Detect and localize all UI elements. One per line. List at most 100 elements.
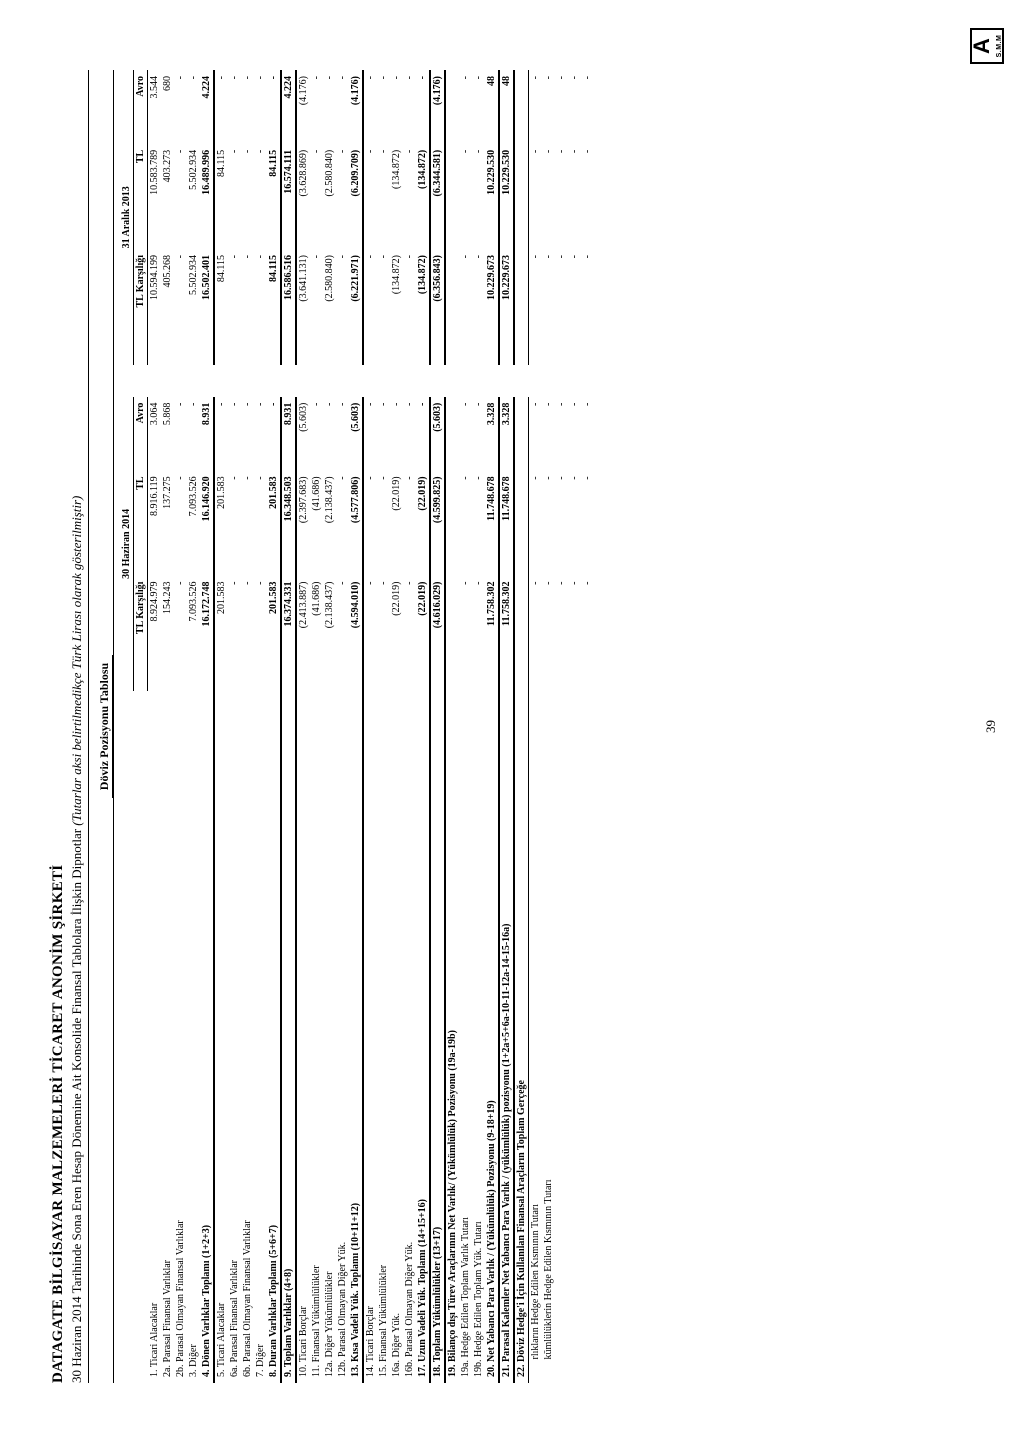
cell: (3.641.131) — [296, 249, 310, 365]
logo-small: S.M.M — [996, 30, 1003, 62]
cell: - — [390, 397, 403, 471]
cell: - — [542, 144, 555, 249]
subtitle-italic: (Tutarlar aksi belirtilmedikçe Türk Lira… — [69, 496, 84, 826]
cell: (2.397.683) — [296, 470, 310, 575]
table-title: Döviz Pozisyonu Tablosu — [97, 70, 114, 1383]
cell: - — [241, 144, 254, 249]
cell: - — [228, 397, 241, 471]
cell: - — [241, 470, 254, 575]
col-4: TL Karşılığı — [134, 249, 148, 365]
cell: - — [555, 70, 568, 144]
table-row: kümlülüklerin Hedge Edilen Kısmının Tuta… — [542, 70, 555, 1383]
table-row: 6a. Parasal Finansal Varlıklar------ — [228, 70, 241, 1383]
cell: (134.872) — [390, 249, 403, 365]
cell: - — [568, 470, 581, 575]
cell: (6.344.581) — [430, 144, 445, 249]
cell: - — [568, 70, 581, 144]
cell: - — [377, 397, 390, 471]
cell: - — [174, 144, 187, 249]
cell: - — [555, 470, 568, 575]
row-description: 21. Parasal Kalemler Net Yabancı Para Va… — [499, 691, 514, 1383]
cell: - — [228, 470, 241, 575]
cell: - — [310, 70, 323, 144]
row-description: 17. Uzun Vadeli Yük. Toplamı (14+15+16) — [416, 691, 430, 1383]
cell: - — [472, 576, 485, 692]
cell: 84.115 — [267, 249, 281, 365]
cell: - — [241, 576, 254, 692]
cell: - — [581, 249, 594, 365]
table-row: 16b. Parasal Olmayan Diğer Yük.------ — [403, 70, 416, 1383]
row-description: 19a. Hedge Edilen Toplam Varlık Tutarı — [459, 691, 472, 1383]
table-row: 22. Döviz Hedge'i İçin Kullanılan Finans… — [514, 70, 529, 1383]
cell: - — [174, 249, 187, 365]
cell — [445, 249, 459, 365]
cell: 16.586.516 — [281, 249, 296, 365]
table-row: 7. Diğer------ — [254, 70, 267, 1383]
table-row: 19b. Hedge Edilen Toplam Yük. Tutarı----… — [472, 70, 485, 1383]
cell: - — [363, 70, 377, 144]
cell: - — [187, 70, 200, 144]
cell: - — [377, 249, 390, 365]
cell: - — [416, 397, 430, 471]
cell: - — [187, 397, 200, 471]
cell: - — [390, 70, 403, 144]
cell: - — [363, 576, 377, 692]
row-description: 16a. Diğer Yük. — [390, 691, 403, 1383]
table-row: 10. Ticari Borçlar(2.413.887)(2.397.683)… — [296, 70, 310, 1383]
cell: 84.115 — [214, 144, 228, 249]
cell: - — [363, 144, 377, 249]
cell: (5.603) — [296, 397, 310, 471]
cell: 8.916.119 — [148, 470, 162, 575]
cell: - — [581, 470, 594, 575]
row-description: 14. Ticari Borçlar — [363, 691, 377, 1383]
cell: - — [228, 70, 241, 144]
cell: (4.176) — [296, 70, 310, 144]
cell: - — [568, 397, 581, 471]
header-rule — [88, 70, 89, 1383]
cell: 5.502.934 — [187, 144, 200, 249]
table-row: 20. Net Yabancı Para Varlık / (Yükümlülü… — [485, 70, 499, 1383]
cell: - — [377, 144, 390, 249]
cell: 10.583.789 — [148, 144, 162, 249]
cell: - — [542, 397, 555, 471]
cell: 4.224 — [281, 70, 296, 144]
cell — [514, 249, 529, 365]
col-2: TL — [134, 470, 148, 575]
cell: 11.758.302 — [485, 576, 499, 692]
cell: - — [581, 576, 594, 692]
cell: - — [254, 249, 267, 365]
cell: (4.577.806) — [349, 470, 363, 575]
row-description: kümlülüklerin Hedge Edilen Kısmının Tuta… — [542, 691, 555, 1383]
cell: - — [403, 70, 416, 144]
row-description: rlıkların Hedge Edilen Kısmının Tutarı — [529, 691, 543, 1383]
table-row: 2b. Parasal Olmayan Finansal Varlıklar--… — [174, 70, 187, 1383]
row-description: 9. Toplam Varlıklar (4+8) — [281, 691, 296, 1383]
table-row: ------ — [568, 70, 581, 1383]
cell: (22.019) — [416, 470, 430, 575]
cell: 84.115 — [214, 249, 228, 365]
cell: 5.502.934 — [187, 249, 200, 365]
cell: - — [403, 249, 416, 365]
cell: 201.583 — [267, 576, 281, 692]
cell: 10.229.673 — [485, 249, 499, 365]
row-description: 1. Ticari Alacaklar — [148, 691, 162, 1383]
cell — [445, 70, 459, 144]
cell — [514, 144, 529, 249]
cell: (4.176) — [430, 70, 445, 144]
cell: - — [403, 397, 416, 471]
table-row: 5. Ticari Alacaklar201.583201.583-84.115… — [214, 70, 228, 1383]
cell: - — [568, 576, 581, 692]
cell: - — [529, 397, 543, 471]
cell: 8.931 — [200, 397, 214, 471]
cell: - — [363, 470, 377, 575]
fx-position-table: 30 Haziran 2014 31 Aralık 2013 TL Karşıl… — [120, 70, 594, 1383]
cell: (3.628.869) — [296, 144, 310, 249]
logo-letter: A — [970, 30, 994, 62]
cell: 84.115 — [267, 144, 281, 249]
cell: 3.064 — [148, 397, 162, 471]
cell: (4.616.029) — [430, 576, 445, 692]
cell: - — [336, 70, 349, 144]
cell: (4.599.825) — [430, 470, 445, 575]
cell: 16.489.996 — [200, 144, 214, 249]
row-description: 19b. Hedge Edilen Toplam Yük. Tutarı — [472, 691, 485, 1383]
